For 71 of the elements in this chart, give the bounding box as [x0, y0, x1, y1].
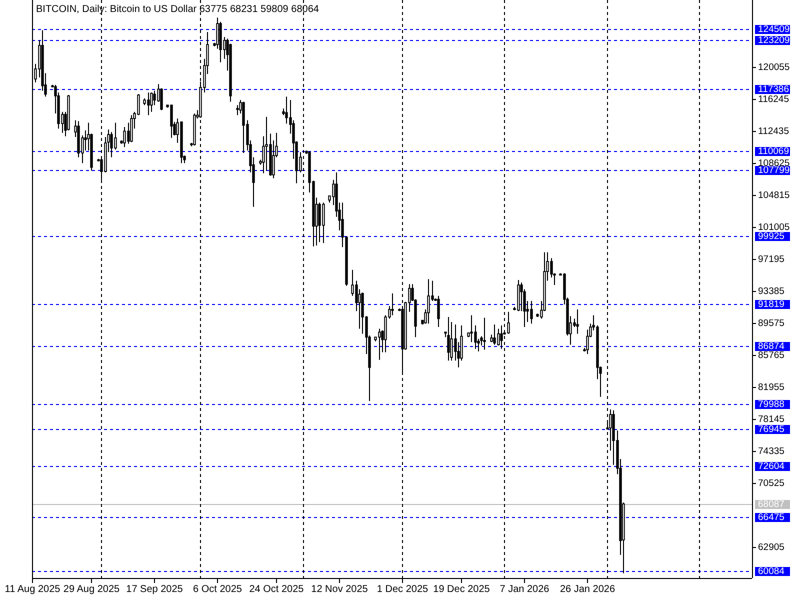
- ref-line-label: 123209: [758, 35, 790, 46]
- candlestick: [110, 131, 113, 158]
- x-tick-label: 19 Dec 2025: [433, 584, 490, 595]
- x-tick-label: 1 Dec 2025: [376, 584, 429, 595]
- y-tick-label: 112435: [758, 126, 789, 137]
- candlestick: [474, 324, 477, 350]
- ref-line-label: 110069: [758, 146, 789, 157]
- candlestick: [318, 202, 321, 243]
- y-tick-label: 81955: [758, 382, 784, 393]
- y-tick-label: 120055: [758, 62, 790, 73]
- y-tick-label: 97195: [758, 254, 784, 265]
- x-tick-label: 17 Sep 2025: [126, 584, 184, 595]
- ref-line-label: 66475: [758, 512, 784, 523]
- ref-line-label: 99925: [758, 231, 784, 242]
- x-tick-label: 26 Jan 2026: [560, 584, 616, 595]
- candlestick: [160, 88, 163, 111]
- candlestick: [497, 328, 500, 346]
- x-tick-label: 24 Oct 2025: [249, 584, 304, 595]
- candlestick: [358, 288, 361, 330]
- y-tick-label: 70525: [758, 478, 784, 489]
- y-tick-label: 89575: [758, 318, 784, 329]
- candlestick: [507, 311, 510, 334]
- candlestick: [170, 104, 173, 138]
- chart-title: BITCOIN, Daily: Bitcoin to US Dollar 63775 68231 59809 68064: [36, 4, 320, 15]
- ref-line-label: 68087: [758, 499, 784, 510]
- candlestick: [236, 104, 239, 116]
- candlestick: [130, 114, 133, 143]
- candlestick: [137, 94, 140, 116]
- ref-line-label: 79988: [758, 399, 784, 410]
- candlestick: [127, 122, 130, 144]
- candlestick: [114, 122, 117, 150]
- candlestick: [530, 300, 533, 324]
- x-tick-label: 11 Aug 2025: [4, 584, 61, 595]
- x-tick-label: 7 Jan 2026: [500, 584, 550, 595]
- candlestick: [150, 92, 153, 112]
- candlestick: [361, 292, 364, 334]
- y-tick-label: 74335: [758, 446, 784, 457]
- y-tick-label: 62905: [758, 542, 784, 553]
- candlestick: [216, 17, 219, 50]
- y-tick-label: 85765: [758, 350, 784, 361]
- candlestick: [427, 278, 430, 324]
- ref-line-label: 91819: [758, 299, 784, 310]
- x-tick-label: 29 Aug 2025: [63, 584, 120, 595]
- x-tick-label: 12 Nov 2025: [311, 584, 368, 595]
- ref-line-label: 117386: [758, 84, 789, 95]
- candlestick: [576, 308, 579, 334]
- candlestick: [147, 92, 150, 116]
- ref-line-label: 60084: [758, 566, 784, 577]
- candlestick: [378, 328, 381, 360]
- x-tick-label: 6 Oct 2025: [193, 584, 242, 595]
- candlestick: [493, 324, 496, 346]
- candlestick: [123, 126, 126, 148]
- y-tick-label: 116245: [758, 94, 789, 105]
- ref-line-label: 76945: [758, 424, 784, 435]
- ref-line-label: 124509: [758, 24, 790, 35]
- candlestick: [285, 96, 288, 124]
- y-tick-label: 78145: [758, 414, 784, 425]
- y-tick-label: 93385: [758, 286, 784, 297]
- ref-line-label: 86874: [758, 341, 784, 352]
- ref-line-label: 72604: [758, 461, 784, 472]
- candlestick: [265, 116, 268, 172]
- y-tick-label: 101005: [758, 222, 790, 233]
- candlestick: [470, 314, 473, 343]
- candlestick: [242, 101, 245, 154]
- candlestick: [153, 90, 156, 106]
- y-tick-label: 104815: [758, 190, 790, 201]
- candlestick: [437, 295, 440, 328]
- candlestick: [322, 202, 325, 244]
- candlestick: [391, 292, 394, 316]
- candlestick: [447, 316, 450, 362]
- candlestick: [483, 317, 486, 350]
